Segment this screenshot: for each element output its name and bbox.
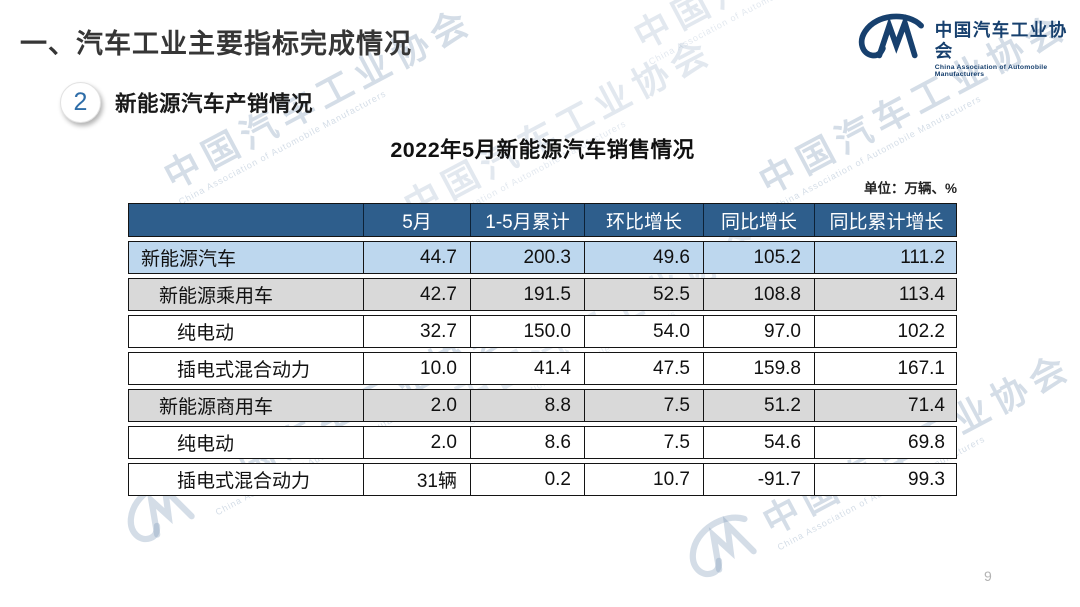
value-cell: 105.2 — [703, 242, 814, 273]
table-title: 2022年5月新能源汽车销售情况 — [390, 138, 695, 162]
table-row: 插电式混合动力 10.0 41.4 47.5 159.8 167.1 — [128, 352, 957, 385]
value-cell: 32.7 — [363, 316, 470, 347]
caam-logo: 中国汽车工业协会 China Association of Automobile… — [856, 13, 1080, 78]
value-cell: 44.7 — [363, 242, 470, 273]
value-cell: 2.0 — [363, 390, 470, 421]
table-row: 纯电动 32.7 150.0 54.0 97.0 102.2 — [128, 315, 957, 348]
value-cell: 47.5 — [584, 353, 703, 384]
column-header-3: 环比增长 — [584, 204, 703, 236]
value-cell: -91.7 — [703, 464, 814, 495]
value-cell: 167.1 — [814, 353, 958, 384]
row-label: 新能源商用车 — [159, 397, 274, 418]
value-cell: 8.8 — [470, 390, 584, 421]
table-row: 新能源汽车 44.7 200.3 49.6 105.2 111.2 — [128, 241, 957, 274]
value-cell: 54.0 — [584, 316, 703, 347]
column-header-2: 1-5月累计 — [470, 204, 584, 236]
value-cell: 159.8 — [703, 353, 814, 384]
table-row: 新能源乘用车 42.7 191.5 52.5 108.8 113.4 — [128, 278, 957, 311]
table-row: 纯电动 2.0 8.6 7.5 54.6 69.8 — [128, 426, 957, 459]
value-cell: 113.4 — [814, 279, 958, 310]
value-cell: 111.2 — [814, 242, 958, 273]
value-cell: 7.5 — [584, 427, 703, 458]
value-cell: 49.6 — [584, 242, 703, 273]
value-cell: 191.5 — [470, 279, 584, 310]
value-cell: 69.8 — [814, 427, 958, 458]
section-number: 2 — [73, 88, 88, 116]
value-cell: 0.2 — [470, 464, 584, 495]
caam-logo-mark-icon — [858, 13, 924, 59]
table-header-row: 5月 1-5月累计 环比增长 同比增长 同比累计增长 — [128, 203, 957, 237]
row-label: 新能源乘用车 — [159, 286, 274, 307]
table-row: 新能源商用车 2.0 8.8 7.5 51.2 71.4 — [128, 389, 957, 422]
value-cell: 2.0 — [363, 427, 470, 458]
value-cell: 97.0 — [703, 316, 814, 347]
column-header-4: 同比增长 — [703, 204, 814, 236]
value-cell: 108.8 — [703, 279, 814, 310]
row-label: 插电式混合动力 — [177, 360, 311, 381]
section-header: 2 新能源汽车产销情况 — [60, 82, 313, 123]
value-cell: 41.4 — [470, 353, 584, 384]
column-header-0 — [129, 204, 363, 236]
table-row: 插电式混合动力 31辆 0.2 10.7 -91.7 99.3 — [128, 463, 957, 496]
value-cell: 102.2 — [814, 316, 958, 347]
unit-note: 单位：万辆、% — [863, 181, 957, 196]
row-label: 新能源汽车 — [141, 249, 237, 270]
caam-logo-name-cn: 中国汽车工业协会 — [934, 20, 1068, 61]
value-cell: 8.6 — [470, 427, 584, 458]
column-header-5: 同比累计增长 — [814, 204, 958, 236]
slide-title: 一、汽车工业主要指标完成情况 — [20, 29, 412, 59]
value-cell: 150.0 — [470, 316, 584, 347]
value-cell: 54.6 — [703, 427, 814, 458]
value-cell: 10.0 — [363, 353, 470, 384]
value-cell: 99.3 — [814, 464, 958, 495]
section-number-badge: 2 — [60, 82, 101, 123]
row-label: 纯电动 — [177, 434, 235, 455]
value-cell: 10.7 — [584, 464, 703, 495]
value-cell: 42.7 — [363, 279, 470, 310]
row-label: 纯电动 — [177, 323, 235, 344]
section-title: 新能源汽车产销情况 — [115, 92, 314, 116]
value-cell: 31辆 — [363, 464, 470, 495]
cm-watermark-icon — [689, 514, 757, 578]
value-cell: 52.5 — [584, 279, 703, 310]
row-label: 插电式混合动力 — [177, 471, 311, 492]
value-cell: 51.2 — [703, 390, 814, 421]
value-cell: 7.5 — [584, 390, 703, 421]
page-number: 9 — [984, 568, 992, 584]
value-cell: 71.4 — [814, 390, 958, 421]
data-table: 5月 1-5月累计 环比增长 同比增长 同比累计增长新能源汽车 44.7 200.3 49.6… — [128, 203, 957, 496]
caam-logo-name-en: China Association of Automobile Manufact… — [934, 64, 1048, 78]
value-cell: 200.3 — [470, 242, 584, 273]
column-header-1: 5月 — [363, 204, 470, 236]
